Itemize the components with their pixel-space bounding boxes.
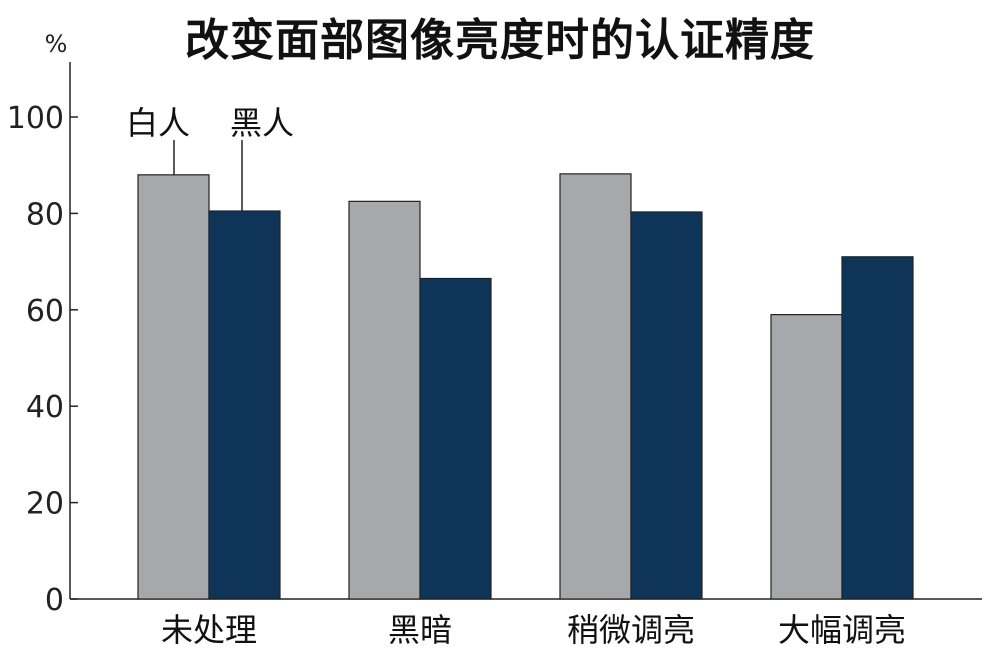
x-category-label: 黑暗 (388, 611, 452, 649)
y-tick-label: 0 (45, 583, 64, 618)
y-tick-label: 100 (7, 101, 64, 136)
bar-white-0 (137, 174, 210, 600)
x-category-label: 稍微调亮 (567, 611, 695, 649)
y-axis-unit: % (45, 30, 68, 58)
bar-white-3 (770, 314, 843, 600)
bar-black-1 (419, 277, 492, 600)
x-category-label: 未处理 (161, 611, 257, 649)
bar-white-2 (559, 173, 632, 600)
y-tick-label: 20 (26, 487, 64, 522)
y-tick-label: 60 (26, 294, 64, 329)
bars (137, 173, 914, 600)
bar-white-1 (348, 200, 421, 600)
labels: 未处理 黑暗 稍微调亮 大幅调亮 白人 黑人 (126, 104, 906, 649)
legend-label: 白人 (126, 104, 190, 142)
x-category-label: 大幅调亮 (778, 611, 906, 649)
y-tick-label: 80 (26, 197, 64, 232)
bar-black-3 (841, 256, 914, 600)
bar-black-2 (630, 211, 703, 600)
y-tick-label: 40 (26, 390, 64, 425)
axes: % 0 20 40 60 80 100 (7, 30, 982, 618)
bar-black-0 (208, 210, 281, 600)
chart-title: 改变面部图像亮度时的认证精度 (185, 15, 815, 66)
legend-label: 黑人 (230, 104, 294, 142)
